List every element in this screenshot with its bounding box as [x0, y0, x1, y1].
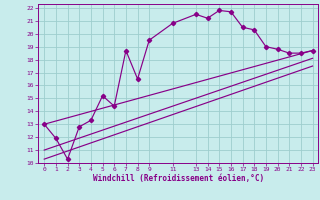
- X-axis label: Windchill (Refroidissement éolien,°C): Windchill (Refroidissement éolien,°C): [93, 174, 264, 183]
